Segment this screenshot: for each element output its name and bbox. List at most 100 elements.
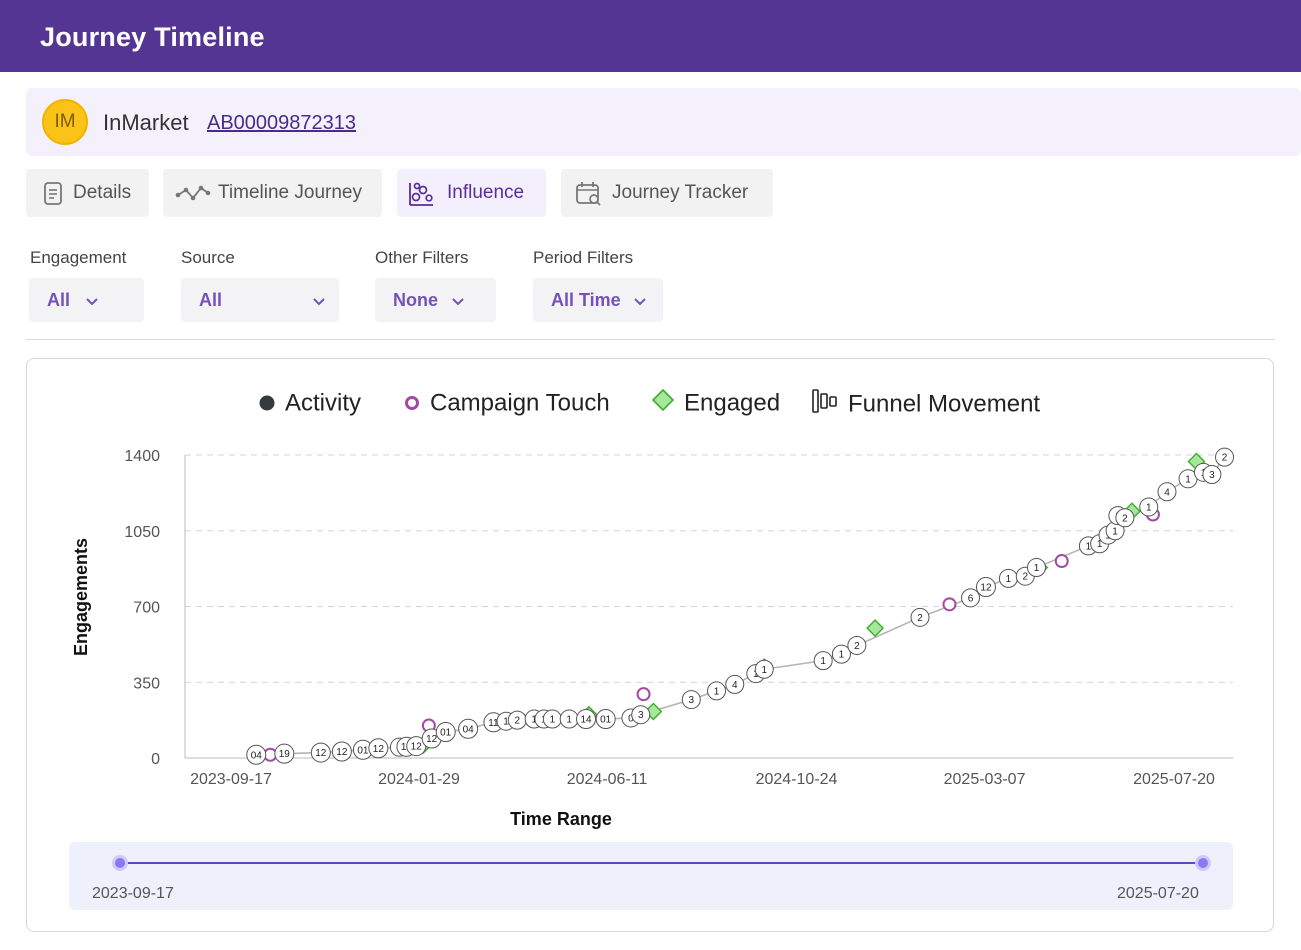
legend-funnel-movement[interactable]: Funnel Movement <box>812 389 1040 420</box>
activity-point <box>458 718 479 739</box>
activity-point <box>707 681 727 701</box>
legend-campaign-touch-label: Campaign Touch <box>430 389 610 417</box>
x-tick-label: 2025-03-07 <box>944 771 1026 788</box>
filter-source-value: All <box>199 290 223 310</box>
activity-point-label: 2 <box>514 716 520 727</box>
chevron-down-icon <box>633 293 647 307</box>
tab-details[interactable]: Details <box>26 169 149 217</box>
activity-point-label: 12 <box>411 742 423 753</box>
y-tick-label: 0 <box>151 751 160 768</box>
activity-point-label: 01 <box>440 728 452 739</box>
activity-point-label: 2 <box>1122 513 1128 524</box>
range-end-label: 2025-07-20 <box>1117 885 1199 902</box>
activity-point <box>274 743 295 764</box>
legend-campaign-touch[interactable]: Campaign Touch <box>404 389 610 418</box>
campaign-ring-icon <box>404 390 420 418</box>
filter-period-value: All Time <box>551 290 621 310</box>
activity-point-label: 1 <box>1034 563 1040 574</box>
legend-activity[interactable]: Activity <box>259 389 361 418</box>
activity-point-label: 12 <box>426 734 438 745</box>
activity-point <box>595 709 616 730</box>
tab-influence[interactable]: Influence <box>397 169 546 217</box>
activity-point-label: 1 <box>839 650 845 661</box>
activity-point <box>813 651 833 671</box>
campaign-touch-point <box>636 687 651 702</box>
activity-point-label: 2 <box>854 641 860 652</box>
legend-activity-label: Activity <box>285 389 362 417</box>
activity-point-label: 04 <box>251 750 263 761</box>
activity-point-label: 1 <box>1112 526 1118 537</box>
time-range-slider[interactable]: 2023-09-17 2025-07-20 <box>69 842 1233 910</box>
activity-point-label: 11 <box>488 718 499 729</box>
activity-point-label: 1 <box>753 669 759 680</box>
activity-point-label: 04 <box>463 724 475 735</box>
filter-other-value: None <box>393 290 438 310</box>
activity-point <box>1157 482 1177 502</box>
activity-point-label: 12 <box>315 748 327 759</box>
tab-influence-label: Influence <box>447 182 525 203</box>
engaged-point <box>866 619 885 638</box>
range-end-handle[interactable] <box>1195 855 1211 871</box>
activity-point-label: 1 <box>1006 574 1012 585</box>
activity-point <box>435 722 456 743</box>
x-axis-title: Time Range <box>510 809 612 829</box>
activity-point-label: 2 <box>917 613 923 624</box>
activity-point-label: 1 <box>1097 539 1103 550</box>
activity-point-label: 3 <box>688 695 694 706</box>
activity-point <box>847 635 867 655</box>
legend-engaged[interactable]: Engaged <box>651 389 780 418</box>
activity-point <box>1115 508 1135 528</box>
activity-point-label: 2 <box>1022 572 1028 583</box>
document-icon <box>40 181 66 205</box>
x-tick-label: 2024-10-24 <box>756 771 838 788</box>
x-tick-label: 2024-01-29 <box>378 771 460 788</box>
filter-other-label: Other Filters <box>375 248 469 267</box>
filter-source-label: Source <box>181 248 235 267</box>
activity-point-label: 1 <box>820 656 826 667</box>
activity-point-label: 1 <box>1185 474 1191 485</box>
page-title: Journey Timeline <box>40 22 265 52</box>
account-bar: IM InMarket AB00009872313 <box>26 88 1301 156</box>
activity-point <box>576 709 597 730</box>
tab-details-label: Details <box>73 182 132 203</box>
activity-point <box>246 744 267 765</box>
campaign-touch-point <box>1054 554 1069 569</box>
range-track <box>120 862 1204 864</box>
activity-point <box>368 738 389 759</box>
filter-source-select[interactable]: All <box>181 278 339 322</box>
activity-point-label: 3 <box>1209 470 1215 481</box>
activity-point-label: 12 <box>373 744 385 755</box>
activity-point <box>310 742 331 763</box>
x-tick-label: 2025-07-20 <box>1133 771 1215 788</box>
activity-point <box>331 741 352 762</box>
campaign-touch-point <box>942 597 957 612</box>
activity-point-label: 12 <box>336 747 348 758</box>
activity-point <box>1139 497 1159 517</box>
activity-point <box>681 690 701 710</box>
tab-timeline-journey[interactable]: Timeline Journey <box>163 169 382 217</box>
filter-other-select[interactable]: None <box>375 278 496 322</box>
activity-point-label: 1 <box>503 717 509 728</box>
activity-point <box>910 607 930 627</box>
chevron-down-icon <box>85 293 99 307</box>
range-start-handle[interactable] <box>112 855 128 871</box>
filter-period-select[interactable]: All Time <box>533 278 663 322</box>
y-axis-title: Engagements <box>71 538 91 656</box>
app-header: Journey Timeline <box>0 0 1301 72</box>
activity-point-label: 1 <box>550 715 556 726</box>
activity-point <box>1202 464 1222 484</box>
tab-journey-tracker[interactable]: Journey Tracker <box>561 169 773 217</box>
x-tick-label: 2024-06-11 <box>567 771 648 788</box>
x-tick-label: 2023-09-17 <box>190 771 272 788</box>
activity-point-label: 0 <box>628 713 634 724</box>
activity-point-label: 01 <box>600 715 612 726</box>
activity-point-label: 14 <box>580 715 592 726</box>
activity-point-label: 19 <box>279 749 291 760</box>
account-id-link[interactable]: AB00009872313 <box>207 112 357 134</box>
activity-point-label: 1 <box>566 715 572 726</box>
y-tick-label: 350 <box>133 675 160 692</box>
activity-point-label: 6 <box>968 593 974 604</box>
activity-dot-icon <box>259 390 275 418</box>
activity-point-label: 1 <box>1086 541 1092 552</box>
filter-engagement-select[interactable]: All <box>29 278 144 322</box>
